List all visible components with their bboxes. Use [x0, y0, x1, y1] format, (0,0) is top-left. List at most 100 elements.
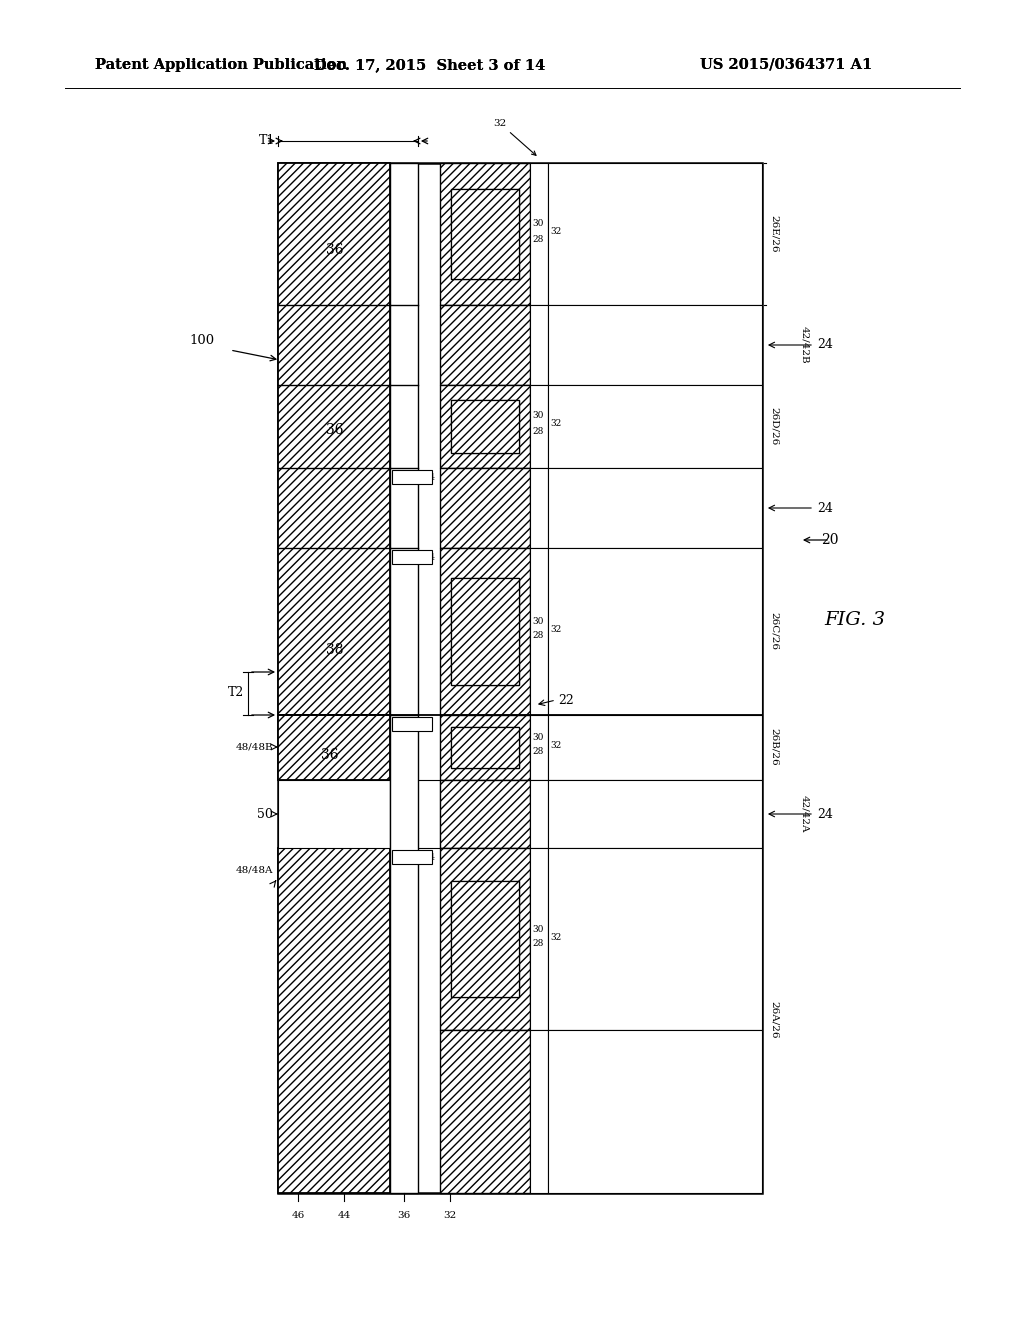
- Bar: [530, 469, 548, 548]
- Text: 30: 30: [532, 616, 544, 626]
- Bar: [440, 847, 530, 1030]
- Text: 28: 28: [532, 747, 544, 756]
- Bar: [548, 162, 762, 305]
- Text: 30: 30: [532, 412, 544, 421]
- Bar: [530, 162, 548, 305]
- Text: 30: 30: [532, 924, 544, 933]
- Bar: [440, 385, 530, 469]
- Text: 36: 36: [322, 748, 339, 762]
- Text: 26A/26: 26A/26: [770, 1002, 779, 1039]
- Text: 46: 46: [292, 1210, 304, 1220]
- Bar: [390, 162, 418, 715]
- Bar: [530, 715, 548, 780]
- Bar: [392, 717, 432, 731]
- Bar: [440, 469, 530, 548]
- Text: 28: 28: [532, 940, 544, 949]
- Bar: [548, 1030, 762, 1193]
- Text: 28: 28: [532, 235, 544, 243]
- Bar: [548, 385, 762, 469]
- Text: Patent Application Publication: Patent Application Publication: [95, 58, 347, 73]
- Text: 34: 34: [422, 473, 435, 482]
- Bar: [440, 715, 530, 780]
- Text: 32: 32: [443, 1210, 457, 1220]
- Bar: [392, 550, 432, 564]
- Bar: [278, 162, 762, 1193]
- Text: 26B/26: 26B/26: [770, 729, 779, 766]
- Text: 32: 32: [550, 227, 561, 236]
- Bar: [530, 385, 548, 469]
- Text: 50: 50: [257, 808, 273, 821]
- Bar: [530, 305, 548, 385]
- Bar: [390, 780, 440, 847]
- Bar: [451, 189, 519, 280]
- Bar: [451, 578, 519, 685]
- Text: 32: 32: [550, 741, 561, 750]
- Bar: [548, 469, 762, 548]
- Text: FIG. 3: FIG. 3: [824, 611, 886, 630]
- Bar: [440, 162, 530, 305]
- Text: 24: 24: [817, 808, 833, 821]
- Text: US 2015/0364371 A1: US 2015/0364371 A1: [700, 58, 872, 73]
- Text: 32: 32: [550, 420, 561, 429]
- Text: 24: 24: [817, 502, 833, 515]
- Text: 26C/26: 26C/26: [770, 612, 779, 649]
- Bar: [530, 1030, 548, 1193]
- Bar: [548, 780, 762, 847]
- Text: 22: 22: [558, 693, 573, 706]
- Bar: [451, 400, 519, 453]
- Bar: [548, 548, 762, 715]
- Bar: [392, 850, 432, 865]
- Bar: [440, 305, 530, 385]
- Text: Dec. 17, 2015  Sheet 3 of 14: Dec. 17, 2015 Sheet 3 of 14: [314, 58, 546, 73]
- Bar: [451, 727, 519, 768]
- Text: 36: 36: [327, 422, 344, 437]
- Text: 32: 32: [494, 119, 536, 156]
- Text: Patent Application Publication: Patent Application Publication: [95, 58, 347, 73]
- Text: 34: 34: [422, 553, 435, 561]
- Bar: [530, 780, 548, 847]
- Text: 44: 44: [337, 1210, 350, 1220]
- Text: 48/48B: 48/48B: [236, 742, 273, 751]
- Text: 36: 36: [397, 1210, 411, 1220]
- Text: 36: 36: [327, 243, 344, 257]
- Bar: [278, 847, 390, 1193]
- Bar: [451, 727, 519, 768]
- Bar: [548, 715, 762, 780]
- Bar: [451, 400, 519, 453]
- Text: 42/42B: 42/42B: [800, 326, 809, 364]
- Text: 26E/26: 26E/26: [770, 215, 779, 252]
- Text: 100: 100: [189, 334, 215, 346]
- Text: Dec. 17, 2015  Sheet 3 of 14: Dec. 17, 2015 Sheet 3 of 14: [314, 58, 546, 73]
- Bar: [451, 189, 519, 280]
- Text: 32: 32: [550, 624, 561, 634]
- Text: 30: 30: [532, 219, 544, 228]
- Bar: [530, 847, 548, 1030]
- Text: T1: T1: [259, 135, 275, 148]
- Text: 48/48A: 48/48A: [236, 866, 273, 874]
- Bar: [548, 847, 762, 1030]
- Bar: [440, 548, 530, 715]
- Text: 28: 28: [532, 631, 544, 640]
- Bar: [451, 880, 519, 997]
- Text: 28: 28: [532, 426, 544, 436]
- Text: 26D/26: 26D/26: [770, 407, 779, 445]
- Bar: [440, 780, 530, 847]
- Bar: [530, 548, 548, 715]
- Text: 34: 34: [422, 853, 435, 862]
- Text: 30: 30: [532, 733, 544, 742]
- Text: 38: 38: [327, 643, 344, 657]
- Bar: [278, 162, 390, 715]
- Text: US 2015/0364371 A1: US 2015/0364371 A1: [700, 58, 872, 73]
- Bar: [451, 880, 519, 997]
- Text: T2: T2: [227, 686, 244, 700]
- Bar: [392, 470, 432, 484]
- Text: 24: 24: [817, 338, 833, 351]
- Bar: [390, 715, 418, 1193]
- Bar: [548, 305, 762, 385]
- Bar: [278, 715, 390, 780]
- Text: 42/42A: 42/42A: [800, 795, 809, 833]
- Bar: [278, 780, 390, 847]
- Text: 32: 32: [550, 932, 561, 941]
- Text: 20: 20: [821, 533, 839, 546]
- Bar: [451, 578, 519, 685]
